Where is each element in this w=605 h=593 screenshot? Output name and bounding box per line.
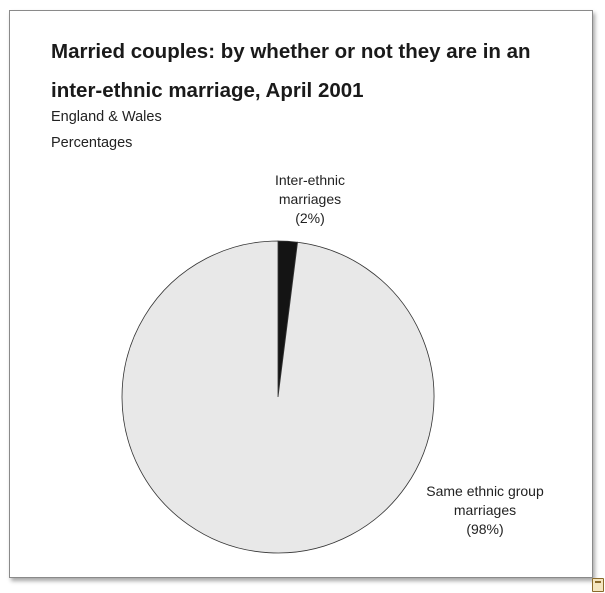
slice-label-inter-ethnic: Inter-ethnic marriages (2%) [275, 172, 345, 226]
chart-subtitle-units: Percentages [51, 135, 133, 151]
slice-label-line: marriages [454, 502, 516, 518]
chart-title-line-1: Married couples: by whether or not they … [51, 40, 531, 63]
slice-label-line: Inter-ethnic [275, 172, 345, 188]
slice-label-line: Same ethnic group [426, 483, 544, 499]
pie-chart: Inter-ethnic marriages (2%) Same ethnic gro… [121, 172, 544, 554]
slice-label-line: (2%) [295, 210, 325, 226]
clipboard-icon[interactable] [592, 578, 604, 592]
slice-label-line: marriages [279, 191, 341, 207]
slice-label-same-ethnic: Same ethnic group marriages (98%) [426, 483, 544, 537]
figure-frame: Married couples: by whether or not they … [9, 10, 593, 578]
chart-subtitle-region: England & Wales [51, 109, 162, 125]
chart-title-line-2: inter-ethnic marriage, April 2001 [51, 79, 364, 102]
pie-slice-same-ethnic [121, 240, 435, 554]
slice-label-line: (98%) [466, 521, 503, 537]
